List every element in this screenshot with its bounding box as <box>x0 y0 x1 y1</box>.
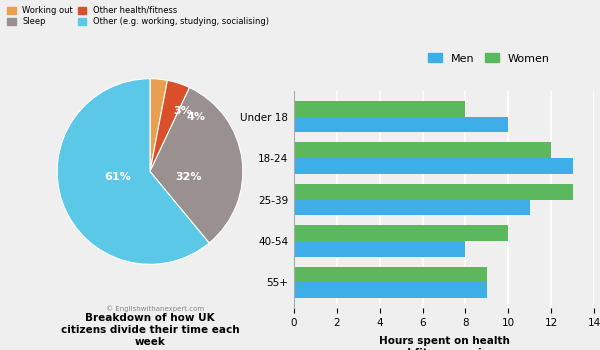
Text: Breakdown of how UK
citizens divide their time each
week: Breakdown of how UK citizens divide thei… <box>61 314 239 346</box>
Text: © Englishwithanexpert.com: © Englishwithanexpert.com <box>106 305 205 312</box>
Wedge shape <box>150 79 167 172</box>
Wedge shape <box>57 79 209 264</box>
Bar <box>294 117 508 132</box>
Bar <box>294 282 487 298</box>
Bar <box>294 158 572 174</box>
Text: 61%: 61% <box>104 172 131 182</box>
Wedge shape <box>150 88 243 243</box>
Legend: Working out, Sleep, Other health/fitness, Other (e.g. working, studying, sociali: Working out, Sleep, Other health/fitness… <box>7 6 269 26</box>
Text: 3%: 3% <box>173 106 192 117</box>
Bar <box>294 267 487 282</box>
Text: 32%: 32% <box>175 172 202 182</box>
Bar <box>294 101 466 117</box>
Bar <box>294 199 530 215</box>
Bar <box>294 225 508 241</box>
Bar <box>294 142 551 158</box>
X-axis label: Hours spent on health
and fitness regime
(e.g.exercise, meal
preparation etc.) b: Hours spent on health and fitness regime… <box>379 336 509 350</box>
Bar <box>294 241 466 257</box>
Wedge shape <box>150 80 190 172</box>
Bar <box>294 184 572 199</box>
Legend: Men, Women: Men, Women <box>424 49 554 68</box>
Text: 4%: 4% <box>187 112 205 122</box>
